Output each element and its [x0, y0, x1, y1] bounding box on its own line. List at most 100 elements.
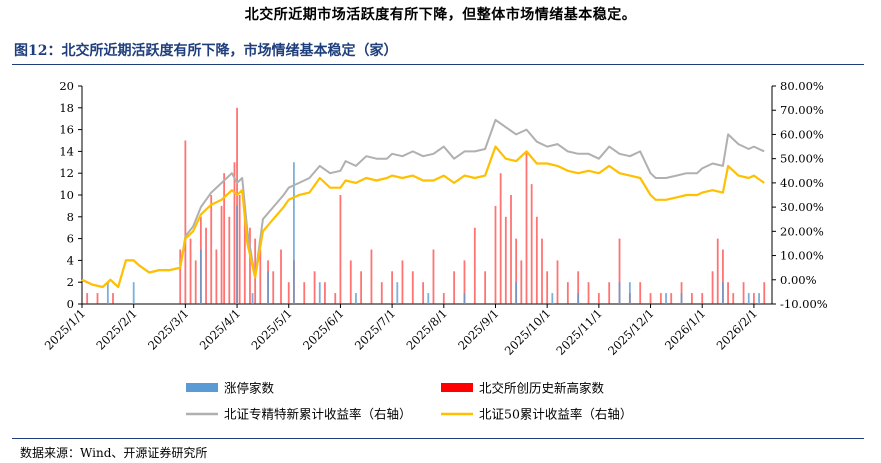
limit-up-bar: [628, 282, 631, 304]
new-high-bar: [243, 216, 246, 304]
new-high-bar: [339, 195, 342, 304]
new-high-bar: [520, 260, 523, 304]
new-high-bar: [525, 151, 528, 304]
new-high-bar: [556, 260, 559, 304]
new-high-bar: [473, 227, 476, 304]
new-high-bar: [541, 238, 543, 304]
new-high-bar: [763, 282, 766, 304]
bz50-legend-label: 北证50累计收益率（右轴）: [479, 407, 632, 422]
limit-up-bar: [199, 249, 202, 304]
limit-up-bar: [758, 293, 760, 304]
new-high-bar: [391, 271, 394, 304]
right-tick-label: 40.00%: [780, 176, 824, 190]
new-high-bar: [194, 260, 197, 304]
new-high-bar: [184, 140, 187, 304]
new-high-bar: [608, 282, 611, 304]
limit-up-bar: [267, 271, 269, 304]
new-high-bar: [112, 293, 114, 304]
new_high-legend-swatch: [441, 383, 473, 392]
specialized-legend-label: 北证专精特新累计收益率（右轴）: [224, 407, 412, 422]
limit-up-bar: [396, 282, 399, 304]
x-tick-label: 2025/2/1: [93, 306, 139, 352]
figure-title: 图12：北交所近期活跃度有所下降，市场情绪基本稳定（家）: [14, 43, 398, 59]
new-high-bar: [228, 216, 231, 304]
new-high-bar: [313, 271, 316, 304]
new-high-bar: [732, 293, 735, 304]
new-high-bar: [272, 271, 275, 304]
limit-up-bar: [293, 162, 295, 304]
new-high-bar: [727, 282, 729, 304]
new-high-bar: [334, 293, 337, 304]
new-high-bar: [597, 293, 600, 304]
new-high-bar: [566, 282, 569, 304]
limit-up-bar: [665, 293, 667, 304]
series-lines: [81, 118, 765, 289]
new-high-bar: [233, 162, 236, 304]
new-high-bar: [179, 249, 182, 304]
new-high-bar: [711, 271, 714, 304]
x-tick-label: 2026/2/1: [714, 306, 760, 352]
left-tick-label: 20: [59, 79, 74, 93]
new-high-bar: [587, 282, 590, 304]
right-tick-label: 30.00%: [780, 200, 824, 214]
right-axis-ticks: -10.00% 0.00% 10.00% 20.00% 30.00% 40.00% 50.0…: [772, 79, 828, 311]
x-tick-label: 2025/9/1: [455, 306, 501, 352]
new-high-bar: [280, 249, 282, 304]
new-high-bar: [442, 293, 445, 304]
limit-up-bar: [355, 293, 357, 304]
left-tick-label: 0: [67, 297, 74, 311]
new-high-bar: [515, 238, 518, 304]
new-high-bar: [546, 271, 549, 304]
x-tick-label: 2026/1/1: [662, 306, 708, 352]
right-tick-label: 50.00%: [780, 152, 824, 166]
left-tick-label: 18: [59, 101, 74, 115]
limit-up-bar: [577, 293, 580, 304]
limit-up-bar: [236, 205, 238, 304]
new-high-bar: [484, 271, 487, 304]
x-tick-label: 2025/11/1: [553, 306, 605, 358]
source-note: 数据来源：Wind、开源证券研究所: [20, 446, 208, 460]
x-tick-label: 2025/3/1: [145, 306, 191, 352]
limit-up-bar: [427, 293, 430, 304]
new-high-bar: [287, 282, 290, 304]
new-high-bar: [432, 249, 435, 304]
bz50-line: [81, 145, 765, 289]
new-high-bar: [453, 271, 456, 304]
new-high-bars: [86, 107, 766, 304]
x-tick-label: 2025/5/1: [248, 306, 294, 352]
new-high-bar: [690, 293, 693, 304]
new-high-bar: [86, 293, 89, 304]
x-tick-label: 2025/4/1: [197, 306, 243, 352]
new-high-bar: [742, 282, 745, 304]
new-high-bar: [215, 249, 218, 304]
new-high-bar: [96, 293, 99, 304]
new-high-bar: [701, 293, 704, 304]
x-tick-label: 2025/10/1: [502, 306, 554, 358]
limit-up-bar: [251, 293, 254, 304]
new-high-bar: [618, 238, 621, 304]
limit-up-bar: [463, 293, 466, 304]
new_high-legend-label: 北交所创历史新高家数: [479, 381, 605, 396]
limit_up-legend-swatch: [186, 383, 218, 392]
title-rule: [12, 64, 864, 65]
new-high-bar: [223, 173, 226, 304]
left-tick-label: 4: [67, 253, 74, 267]
bottom-rule: [12, 438, 864, 439]
new-high-bar: [303, 282, 306, 304]
new-high-bar: [504, 216, 507, 304]
left-axis-ticks: 0 2 4 6 8 10 12 14 16 18 20: [59, 79, 82, 311]
specialized-line: [81, 118, 765, 288]
limit-up-bar: [551, 293, 554, 304]
limit-up-bar: [747, 293, 750, 304]
right-tick-label: 0.00%: [780, 273, 817, 287]
new-high-bar: [210, 195, 213, 304]
new-high-bar: [220, 205, 223, 304]
new-high-bar: [716, 238, 719, 304]
limit-up-bar: [721, 282, 724, 304]
left-tick-label: 16: [59, 123, 74, 137]
new-high-bar: [753, 293, 755, 304]
new-high-bar: [577, 271, 580, 304]
x-tick-label: 2025/1/1: [42, 306, 88, 352]
new-high-bar: [670, 293, 673, 304]
